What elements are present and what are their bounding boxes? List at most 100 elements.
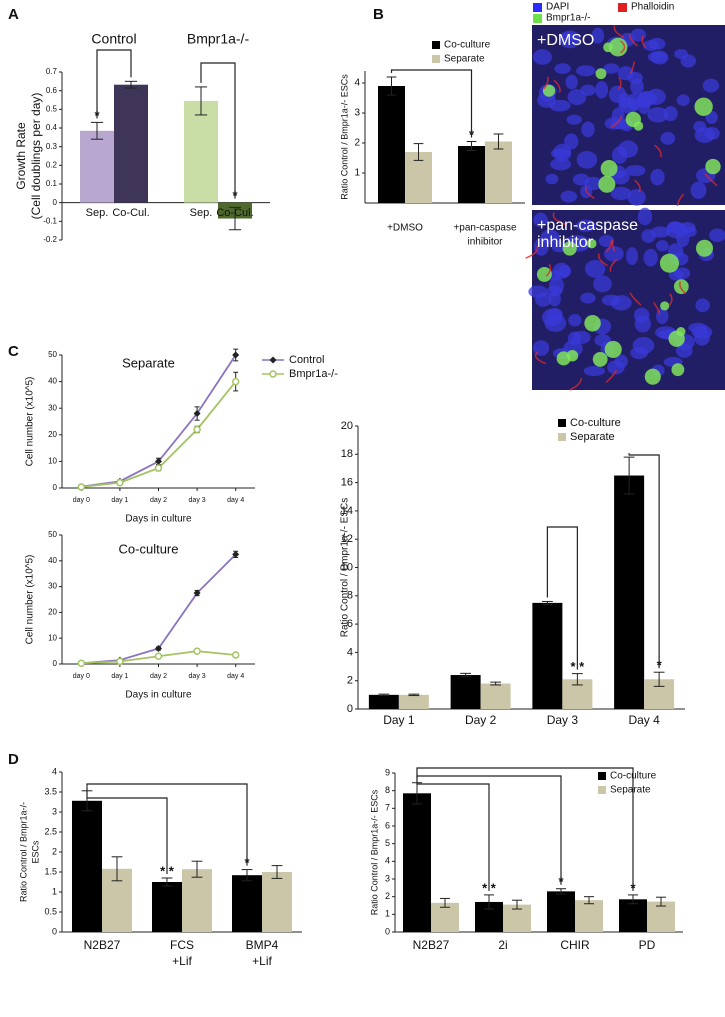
nucleus (562, 32, 575, 43)
nucleus (583, 365, 606, 376)
y-tick-label: 0 (347, 703, 353, 715)
y-tick-label: 7 (385, 803, 390, 813)
nucleus (634, 315, 651, 333)
bar (403, 793, 431, 932)
actin (534, 351, 547, 365)
green-cell (705, 158, 721, 175)
point (193, 425, 201, 434)
nucleus (637, 96, 651, 115)
group-label: Bmpr1a-/- (187, 31, 250, 47)
nucleus (580, 84, 596, 96)
y-axis-label: Ratio Control / Bmpr1a-/- (18, 802, 28, 902)
green-cell (673, 279, 689, 295)
nucleus (676, 94, 690, 107)
y-tick-label: 20 (48, 430, 57, 439)
chart-title: Separate (122, 355, 175, 370)
bar (184, 100, 218, 203)
y-tick-label: 10 (48, 633, 57, 642)
y-tick-label: 0 (385, 926, 390, 936)
nucleus (560, 190, 578, 203)
y-tick-label: -0.2 (43, 235, 57, 244)
bar (485, 141, 512, 203)
micrograph-label: inhibitor (537, 234, 594, 251)
green-cell (695, 239, 714, 257)
significance-bracket (96, 49, 132, 119)
nucleus (624, 164, 646, 177)
bar (458, 146, 485, 203)
bar (378, 86, 405, 203)
nucleus (553, 143, 572, 162)
bar (398, 694, 429, 709)
y-tick-label: 0.1 (46, 179, 58, 188)
actin (610, 115, 623, 129)
nucleus (601, 294, 621, 306)
y-tick-label: 2 (52, 846, 57, 856)
nucleus (695, 298, 710, 313)
x-tick-label: day 0 (73, 673, 90, 680)
y-tick-label: 1.5 (44, 866, 57, 876)
significance-bracket (416, 778, 490, 891)
x-tick-label: day 0 (73, 497, 90, 504)
actin (613, 25, 625, 39)
bar (262, 872, 292, 932)
y-tick-label: 0.3 (46, 142, 58, 151)
x-tick-label: day 1 (111, 497, 128, 504)
y-tick-label: 20 (48, 608, 57, 617)
y-tick-label: 8 (385, 785, 390, 795)
nucleus (676, 230, 690, 247)
bar (232, 875, 262, 932)
nucleus (663, 106, 678, 122)
legend-label: Phalloidin (631, 2, 674, 13)
x-tick-label: BMP4 (246, 938, 279, 952)
y-tick-label: 2 (354, 138, 360, 149)
y-axis-label: Ratio Control / Bmpr1a-/- ESCs (369, 789, 379, 915)
y-axis-label: ESCs (30, 840, 40, 864)
nucleus (680, 54, 696, 68)
point (193, 647, 201, 655)
green-cell (595, 68, 607, 80)
actin (569, 378, 582, 391)
nucleus (690, 181, 707, 200)
x-tick-label: Day 3 (547, 713, 579, 727)
actin (617, 77, 622, 90)
nucleus (585, 259, 606, 278)
point (116, 478, 124, 487)
legend-swatch (598, 772, 606, 780)
y-axis-label: Cell number (x10^5) (25, 555, 36, 645)
nucleus (608, 85, 627, 103)
point (231, 651, 240, 659)
x-tick-label: Co-Cul. (112, 207, 149, 219)
x-tick-label: N2B27 (413, 938, 450, 952)
nucleus (618, 97, 640, 114)
x-tick-label: day 3 (189, 673, 206, 680)
actin (629, 292, 642, 306)
x-tick-label: day 1 (111, 673, 128, 680)
y-tick-label: 10 (48, 457, 57, 466)
y-tick-label: 0 (53, 659, 58, 668)
nucleus (535, 292, 552, 307)
y-tick-label: 40 (48, 377, 57, 386)
significance-bracket (628, 453, 660, 669)
nucleus (610, 118, 632, 130)
micrograph-label: +DMSO (537, 32, 594, 49)
x-tick-label: +pan-caspase (453, 223, 517, 234)
x-axis-label: Days in culture (125, 514, 192, 525)
y-tick-label: 1 (354, 168, 360, 179)
point (155, 457, 162, 465)
nucleus (553, 262, 571, 279)
significance-bracket (86, 786, 168, 874)
nucleus (630, 346, 648, 360)
significance-bracket (390, 69, 473, 138)
significance-bracket (546, 526, 578, 670)
nucleus (564, 133, 579, 150)
nucleus (704, 127, 720, 140)
point (232, 550, 240, 558)
green-cell (598, 175, 616, 193)
bar (80, 130, 114, 203)
y-tick-label: 3 (385, 873, 390, 883)
nucleus (572, 330, 591, 344)
nucleus (540, 229, 560, 245)
nucleus (545, 173, 559, 185)
legend-swatch (558, 433, 566, 441)
y-tick-label: 50 (48, 350, 57, 359)
